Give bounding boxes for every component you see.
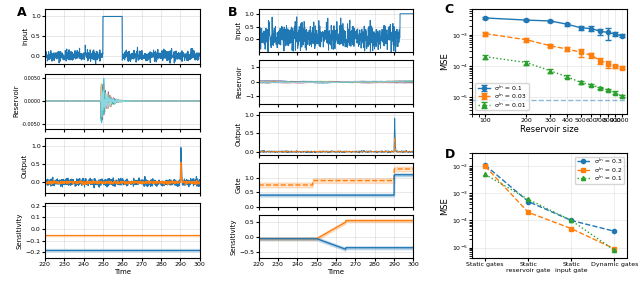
X-axis label: Time: Time <box>328 269 344 275</box>
Text: D: D <box>444 148 454 161</box>
Y-axis label: Sensitivity: Sensitivity <box>17 213 23 249</box>
σᴵⁿ = 0.1 <box>568 219 575 222</box>
σᴵⁿ = 0.3 <box>611 230 618 233</box>
Legend: σᴵⁿ = 0.3, σᴵⁿ = 0.2, σᴵⁿ = 0.1: σᴵⁿ = 0.3, σᴵⁿ = 0.2, σᴵⁿ = 0.1 <box>575 156 624 184</box>
Text: A: A <box>17 6 26 19</box>
σᴵⁿ = 0.2 <box>481 164 489 168</box>
Legend: σᴵⁿ = 0.1, σᴵⁿ = 0.03, σᴵⁿ = 0.01: σᴵⁿ = 0.1, σᴵⁿ = 0.03, σᴵⁿ = 0.01 <box>476 83 529 110</box>
Text: B: B <box>228 6 237 20</box>
σᴵⁿ = 0.1 <box>481 173 489 176</box>
Y-axis label: Reservoir: Reservoir <box>237 66 243 98</box>
Y-axis label: Reservoir: Reservoir <box>13 85 19 117</box>
Line: σᴵⁿ = 0.1: σᴵⁿ = 0.1 <box>483 172 616 252</box>
Y-axis label: MSE: MSE <box>440 52 449 70</box>
σᴵⁿ = 0.2 <box>611 247 618 251</box>
σᴵⁿ = 0.2 <box>568 227 575 230</box>
Y-axis label: Output: Output <box>22 154 28 178</box>
σᴵⁿ = 0.3 <box>481 164 489 167</box>
Y-axis label: Input: Input <box>236 21 242 40</box>
Line: σᴵⁿ = 0.2: σᴵⁿ = 0.2 <box>483 164 616 251</box>
σᴵⁿ = 0.1 <box>524 198 532 201</box>
X-axis label: Time: Time <box>114 269 131 275</box>
Y-axis label: Input: Input <box>22 27 28 45</box>
σᴵⁿ = 0.1 <box>611 249 618 252</box>
Text: C: C <box>444 3 454 16</box>
Line: σᴵⁿ = 0.3: σᴵⁿ = 0.3 <box>483 163 616 233</box>
Y-axis label: Output: Output <box>236 121 242 146</box>
σᴵⁿ = 0.2 <box>524 211 532 214</box>
Y-axis label: MSE: MSE <box>440 197 449 215</box>
σᴵⁿ = 0.3 <box>568 219 575 222</box>
Y-axis label: Gate: Gate <box>236 177 242 193</box>
X-axis label: Reservoir size: Reservoir size <box>520 125 579 135</box>
Y-axis label: Sensitivity: Sensitivity <box>230 218 237 255</box>
σᴵⁿ = 0.3 <box>524 200 532 203</box>
